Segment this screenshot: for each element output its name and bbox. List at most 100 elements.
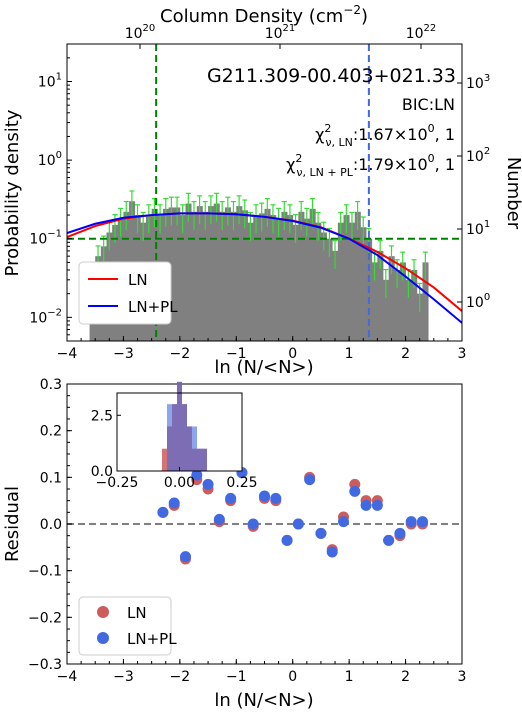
hist-bar [416,293,423,341]
top-tick-label: 1021 [265,23,296,42]
residual-lnpl-point [315,527,327,539]
y-tick-label: −0.3 [28,657,62,673]
hist-bar [219,211,226,341]
hist-bar [343,215,350,341]
hist-bar [405,279,412,341]
hist-bar [315,222,322,341]
inset-lnpl-bar [192,426,197,471]
residual-lnpl-point [326,546,338,558]
hist-bar [377,250,384,341]
residual-y-axis-label: Residual [2,486,23,562]
hist-bar [371,262,378,341]
y-tick-label: 100 [38,150,62,169]
hist-bar [264,208,271,341]
chi-ln-label: χ2 ν, LN:1.67×100, 1 [315,122,455,149]
residual-lnpl-point [270,492,282,504]
hist-bar [213,203,220,341]
fit-curves [67,212,462,324]
y-tick-label: −0.1 [28,564,62,580]
y-tick-label: 101 [38,72,62,91]
hist-bar [399,262,406,341]
residual-lnpl-point [405,516,417,528]
hist-bar [383,279,390,341]
residual-lnpl-point [247,518,259,530]
residual-lnpl-point [338,516,349,528]
y-tick-label: −0.2 [28,610,62,626]
pdf-x-axis-label: ln (N/<N>) [214,357,313,378]
residual-points [157,467,428,565]
inset-y-tick-label: 0.0 [91,464,113,480]
residual-lnpl-point [259,490,270,502]
residual-lnpl-point [225,492,237,504]
residual-panel: −4 −3 −2 −1 0 1 2 3 −0.3 −0.2 −0.1 0.0 0.1 0.2 0.3 −0.… [2,377,466,711]
x-tick-label: 0 [288,346,297,362]
residual-x-axis-label: ln (N/<N>) [214,690,313,711]
y-tick-label: 0.3 [40,377,62,393]
hist-bar [349,222,356,341]
hist-bar [208,206,215,341]
right-tick-label: 102 [466,146,490,165]
hist-bar [191,211,198,341]
residual-lnpl-point [371,499,383,511]
hist-bar [309,208,316,341]
y-tick-label: 0.2 [40,424,62,440]
chi-lnpl-label: χ2 ν, LN + PL:1.79×100, 1 [286,152,455,179]
hist-bar [202,211,209,341]
hist-bar [275,218,282,341]
x-tick-label: −4 [57,346,78,362]
x-tick-label: 3 [458,346,467,362]
inset-y-tick-label: 2.5 [91,408,113,424]
residual-lnpl-point [360,499,372,511]
hist-bar [174,207,181,341]
x-tick-label: −3 [113,669,134,685]
x-tick-label: 0 [288,669,297,685]
top-tick-label: 1020 [125,23,156,42]
inset-bars [162,381,207,471]
hist-bar [360,227,367,341]
hist-bar [422,262,429,341]
hist-bar [270,215,277,341]
residual-lnpl-point [157,506,169,518]
bic-label: BIC:LN [402,95,455,114]
legend-resid-lnpl-marker [97,632,109,644]
residual-lnpl-point [191,469,203,481]
residual-lnpl-point [304,474,316,486]
residual-lnpl-point [180,551,191,563]
hist-bar [281,211,288,341]
inset-histogram: −0.25 0.00 0.25 0.0 2.5 [91,381,258,491]
hist-bar [247,222,254,341]
histogram [89,201,429,341]
x-tick-label: 2 [401,346,410,362]
x-tick-label: 1 [345,346,354,362]
hist-bar [326,238,333,341]
inset-lnpl-bar [177,381,182,471]
inset-x-tick-label: 0.25 [226,475,257,491]
legend-lnpl-label: LN+PL [128,298,178,316]
inset-lnpl-bar [202,448,207,471]
right-tick-label: 100 [466,292,490,311]
right-tick-label: 103 [466,73,490,92]
x-tick-label: −4 [57,669,78,685]
x-tick-label: −2 [170,669,191,685]
x-tick-label: 1 [345,669,354,685]
residual-lnpl-point [168,497,180,509]
top-axis-label: Column Density (cm−2) [160,3,368,27]
legend-resid-lnpl-label: LN+PL [127,630,177,648]
legend-resid-ln-label: LN [127,604,147,622]
residual-lnpl-point [292,518,304,530]
hist-bar [388,256,395,341]
pdf-panel: −4 −3 −2 −1 0 1 2 3 10−2 10−1 100 101 100 101 102 103 10… [2,3,522,378]
residual-lnpl-point [202,478,214,490]
pdf-right-axis-label: Number [503,157,522,230]
hist-bar [394,270,401,341]
hist-bar [185,203,192,341]
hist-bar [298,211,305,341]
x-tick-label: −2 [170,346,191,362]
hist-bar [230,211,237,341]
residual-lnpl-point [383,534,395,546]
residual-legend: LN LN+PL [78,596,177,656]
y-tick-label: 0.0 [40,517,62,533]
pdf-y-axis-label: Probability density [2,109,23,276]
x-tick-label: −1 [226,669,247,685]
